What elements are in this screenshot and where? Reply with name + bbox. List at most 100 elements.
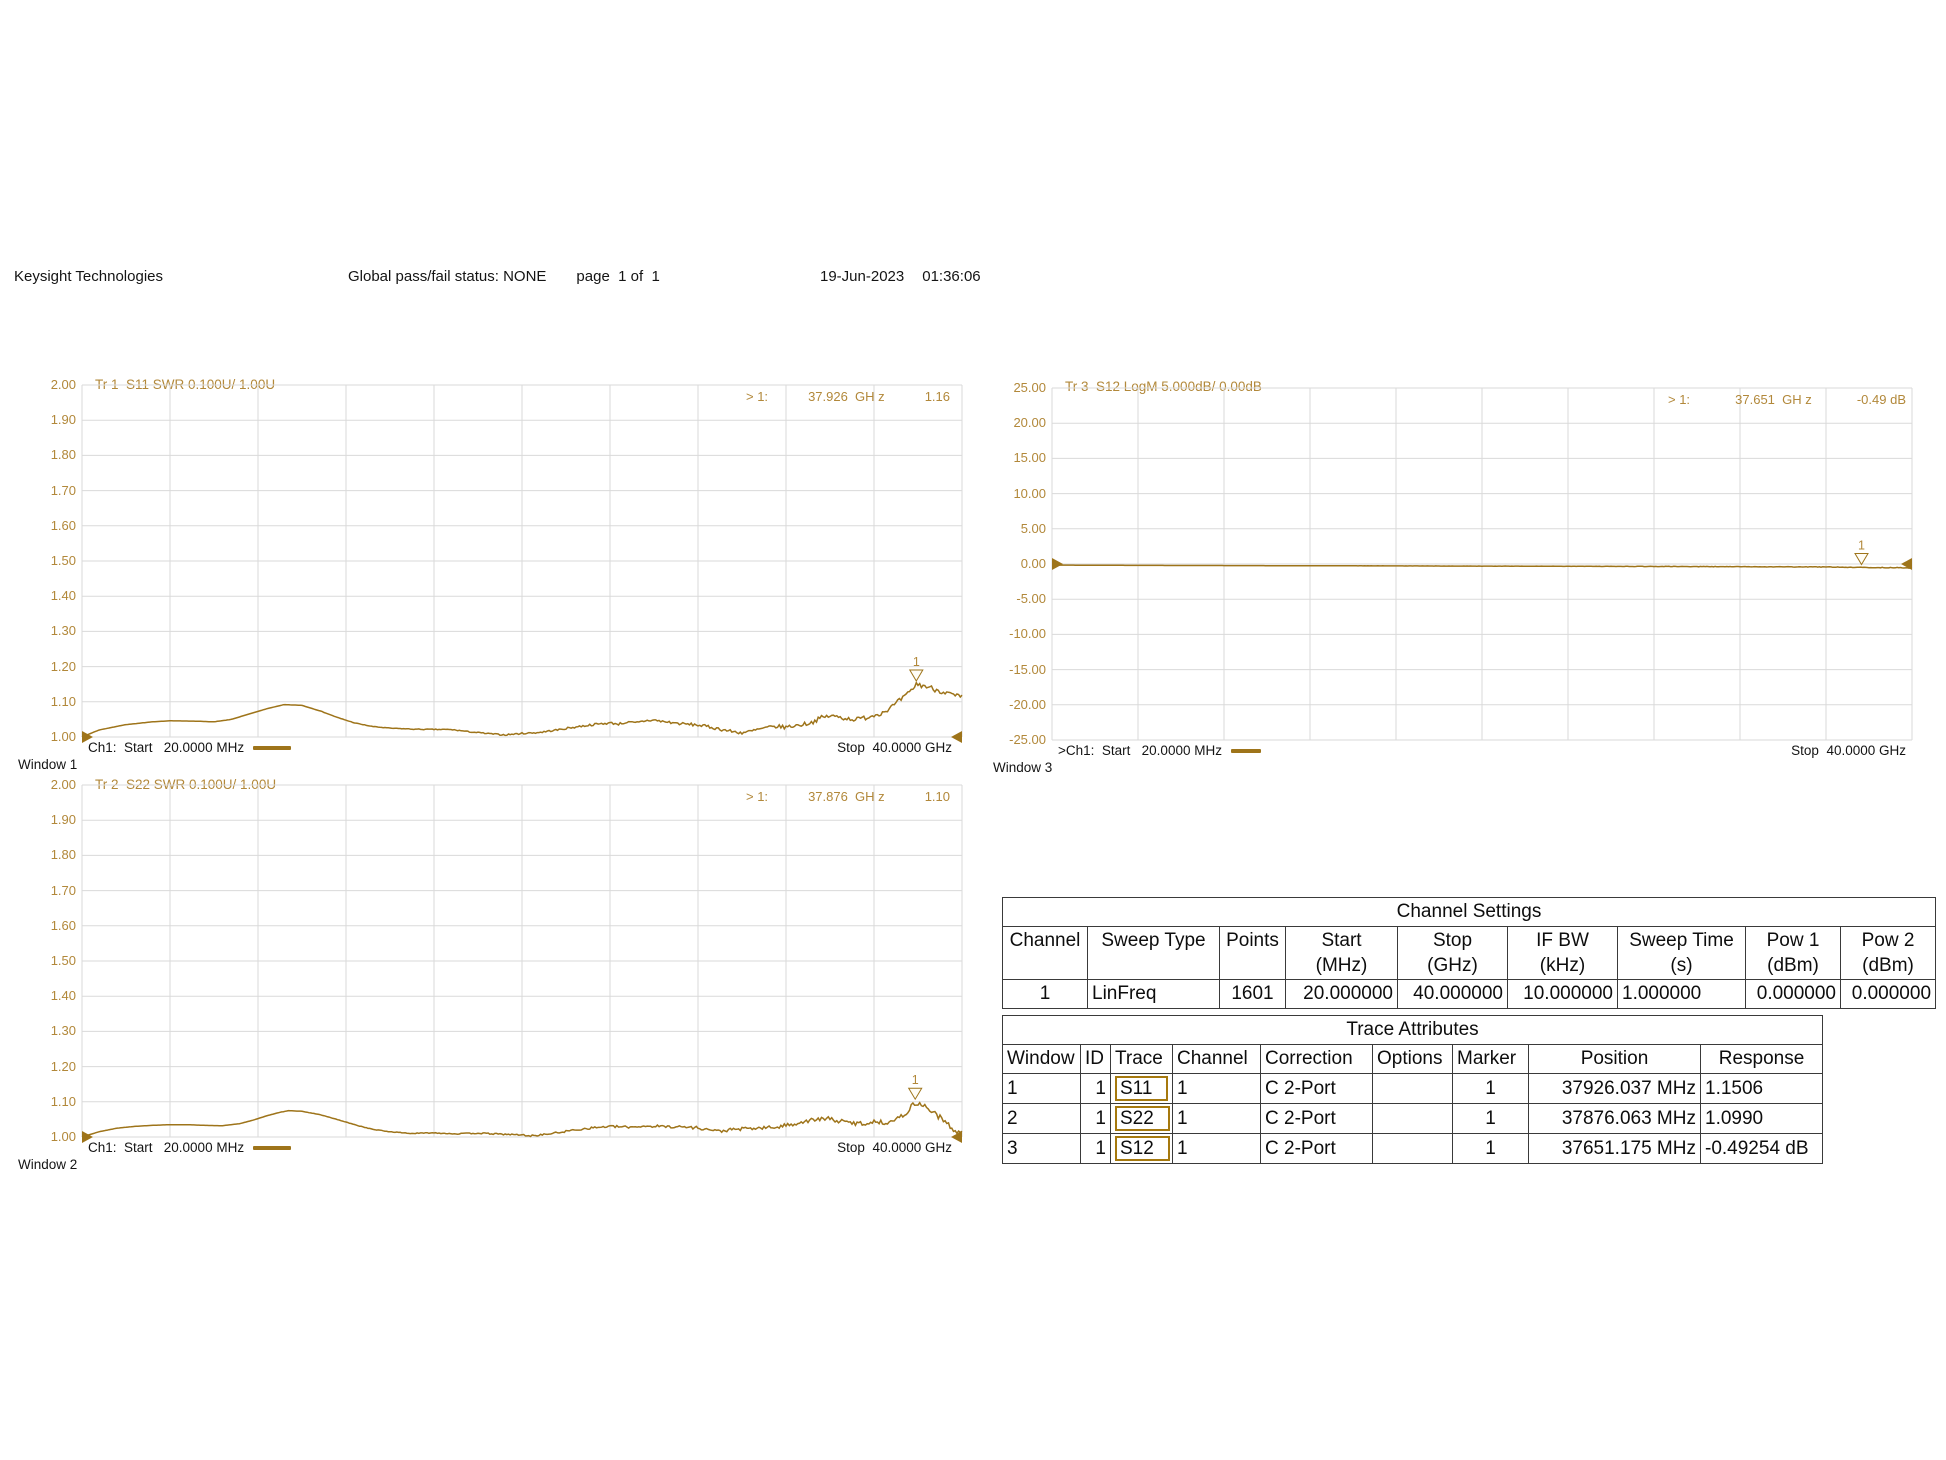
window3-footer: >Ch1: Start 20.0000 MHz Stop 40.0000 GHz: [1058, 743, 1906, 758]
column-header: Correction: [1260, 1044, 1373, 1074]
header-status-group: Global pass/fail status: NONE page 1 of …: [348, 268, 660, 285]
table-row: 3 1 S12 1 C 2-Port 1 37651.175 MHz -0.49254 dB: [1002, 1133, 1824, 1164]
window2-marker-readout: > 1: 37.876 GH z 1.10: [746, 789, 950, 804]
table-cell: 1: [1452, 1103, 1529, 1134]
swr-plot-s11: 1: [81, 384, 963, 743]
header-datetime: 19-Jun-2023 01:36:06: [820, 268, 981, 285]
window1-y-axis: 2.00 1.90 1.80 1.70 1.60 1.50 1.40 1.30 1.20 1.10…: [32, 377, 76, 744]
y-axis-tick-label: 1.60: [50, 917, 76, 933]
table-header-row: Channel Sweep Type Points Start (MHz) Stop…: [1002, 926, 1937, 980]
y-axis-tick-label: 1.90: [50, 412, 76, 428]
channel-start-text: Ch1: Start 20.0000 MHz: [88, 740, 245, 755]
marker-number: 1: [1858, 539, 1865, 553]
header-brand: Keysight Technologies: [14, 268, 163, 285]
y-axis-tick-label: 1.70: [50, 882, 76, 898]
table-cell: LinFreq: [1087, 979, 1220, 1009]
y-axis-tick-label: 1.00: [50, 729, 76, 744]
window2-start-label: Ch1: Start 20.0000 MHz: [88, 1140, 292, 1155]
marker-value: 1.10: [924, 789, 950, 804]
swr-plot-s22: 1: [81, 784, 963, 1143]
table-row: 1 1 S11 1 C 2-Port 1 37926.037 MHz 1.1506: [1002, 1073, 1824, 1104]
column-header: Stop (GHz): [1397, 926, 1508, 980]
column-header: Response: [1699, 1044, 1824, 1074]
table-cell: 40.000000: [1397, 979, 1508, 1009]
trace-legend-line-icon: [253, 1145, 292, 1150]
y-axis-tick-label: 20.00: [1013, 415, 1046, 431]
table-cell: S22: [1110, 1103, 1173, 1134]
y-axis-tick-label: 0.00: [1020, 556, 1046, 571]
table-cell: C 2-Port: [1260, 1103, 1373, 1134]
stop-reference-arrow-icon: [1901, 558, 1912, 570]
window1-footer: Ch1: Start 20.0000 MHz Stop 40.0000 GHz: [88, 740, 952, 755]
table-cell: 37651.175 MHz: [1528, 1133, 1701, 1164]
y-axis-tick-label: 1.00: [50, 1129, 76, 1144]
channel-start-text: Ch1: Start 20.0000 MHz: [88, 1140, 245, 1155]
channel-start-text: >Ch1: Start 20.0000 MHz: [1058, 743, 1222, 758]
table-cell: 1: [1080, 1133, 1111, 1164]
y-axis-tick-label: 1.30: [50, 1023, 76, 1039]
table-cell: 1: [1002, 979, 1088, 1009]
y-axis-tick-label: -5.00: [1016, 591, 1046, 607]
y-axis-tick-label: 1.80: [50, 847, 76, 863]
table-cell: 1.000000: [1617, 979, 1746, 1009]
table-cell: 20.000000: [1285, 979, 1398, 1009]
table-row: 1 LinFreq 1601 20.000000 40.000000 10.000000 1…: [1002, 979, 1937, 1009]
table-cell: [1372, 1073, 1453, 1104]
trace-legend-line-icon: [253, 745, 292, 750]
column-header: Points: [1219, 926, 1286, 980]
table-cell: [1372, 1133, 1453, 1164]
window3-label: Window 3: [993, 760, 1053, 775]
y-axis-tick-label: -20.00: [1009, 696, 1046, 712]
y-axis-tick-label: 1.10: [50, 1093, 76, 1109]
table-cell: 1601: [1219, 979, 1286, 1009]
table-cell: 1: [1452, 1073, 1529, 1104]
table-cell: 10.000000: [1507, 979, 1618, 1009]
trace-line-s11: [81, 681, 963, 738]
window2-y-axis: 2.00 1.90 1.80 1.70 1.60 1.50 1.40 1.30 1.20 1.10…: [32, 777, 76, 1144]
table-cell: 1: [1172, 1133, 1261, 1164]
marker-frequency: 37.876 GH z: [808, 789, 885, 804]
channel-settings-table: Channel Settings Channel Sweep Type Point…: [1001, 897, 1937, 1009]
y-axis-tick-label: 1.40: [50, 988, 76, 1004]
table-cell: 0.000000: [1745, 979, 1841, 1009]
table-cell: 1: [1080, 1073, 1111, 1104]
marker-triangle-icon: [907, 1087, 923, 1101]
column-header: Sweep Time (s): [1617, 926, 1746, 980]
table-cell: S11: [1110, 1073, 1173, 1104]
marker-frequency: 37.651 GH z: [1735, 392, 1812, 407]
column-header: Pow 1 (dBm): [1745, 926, 1841, 980]
table-title-row: Channel Settings: [1001, 897, 1937, 927]
y-axis-tick-label: 1.50: [50, 553, 76, 568]
y-axis-tick-label: 2.00: [50, 377, 76, 392]
window3-marker-readout: > 1: 37.651 GH z -0.49 dB: [1668, 392, 1906, 407]
column-header: Start (MHz): [1285, 926, 1398, 980]
column-header: IF BW (kHz): [1507, 926, 1618, 980]
y-axis-tick-label: 1.40: [50, 588, 76, 604]
table-cell: [1372, 1103, 1453, 1134]
y-axis-tick-label: -10.00: [1009, 626, 1046, 642]
table-row: 2 1 S22 1 C 2-Port 1 37876.063 MHz 1.0990: [1002, 1103, 1824, 1134]
table-title: Channel Settings: [1001, 897, 1937, 927]
start-reference-arrow-icon: [82, 1131, 93, 1143]
column-header: Channel: [1002, 926, 1088, 980]
y-axis-tick-label: 15.00: [1013, 450, 1046, 466]
trace-legend-line-icon: [1230, 748, 1261, 753]
y-axis-tick-label: 1.80: [50, 447, 76, 463]
table-cell: S12: [1110, 1133, 1173, 1164]
column-header: Marker: [1452, 1044, 1529, 1074]
trace-name-box: S12: [1115, 1136, 1170, 1161]
table-cell: 1: [1172, 1103, 1261, 1134]
window1-start-label: Ch1: Start 20.0000 MHz: [88, 740, 292, 755]
column-header: Window: [1002, 1044, 1081, 1074]
marker-frequency: 37.926 GH z: [808, 389, 885, 404]
window2-stop-label: Stop 40.0000 GHz: [837, 1140, 952, 1155]
window1-label: Window 1: [18, 757, 78, 772]
column-header: Options: [1372, 1044, 1453, 1074]
table-cell: 3: [1002, 1133, 1081, 1164]
window1-stop-label: Stop 40.0000 GHz: [837, 740, 952, 755]
y-axis-tick-label: 1.30: [50, 623, 76, 639]
table-cell: 1: [1172, 1073, 1261, 1104]
y-axis-tick-label: 1.60: [50, 517, 76, 533]
y-axis-tick-label: 1.70: [50, 482, 76, 498]
